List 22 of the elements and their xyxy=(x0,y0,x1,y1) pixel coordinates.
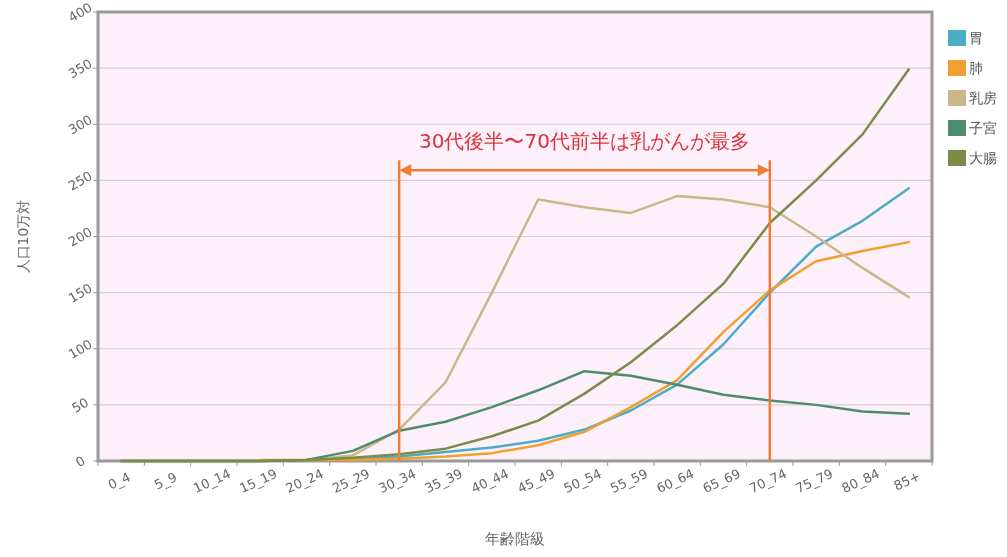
y-tick-label: 150 xyxy=(65,280,95,306)
x-tick-label: 5_9 xyxy=(151,469,180,493)
y-axis-title: 人口10万対 xyxy=(15,199,31,274)
y-tick-label: 300 xyxy=(65,111,95,138)
legend-label: 乳房 xyxy=(969,90,997,106)
x-tick-label: 40_44 xyxy=(468,465,512,497)
y-tick-label: 350 xyxy=(65,55,95,82)
x-tick-label: 0_4 xyxy=(105,469,133,493)
legend-label: 肺 xyxy=(969,60,983,76)
x-axis-title: 年齢階級 xyxy=(485,530,545,548)
y-tick-label: 400 xyxy=(65,0,95,26)
y-tick-label: 250 xyxy=(65,168,95,194)
x-tick-label: 85+ xyxy=(891,468,923,494)
x-tick-label: 45_49 xyxy=(515,465,558,497)
legend-label: 胃 xyxy=(969,30,983,46)
y-tick-label: 50 xyxy=(69,394,92,416)
y-tick-label: 200 xyxy=(65,224,95,250)
legend-label: 大腸 xyxy=(969,150,997,166)
legend-label: 子宮 xyxy=(969,120,997,136)
y-tick-label: 0 xyxy=(72,452,88,470)
annotation: 30代後半〜70代前半は乳がんが最多 xyxy=(419,129,750,154)
y-tick-label: 100 xyxy=(65,336,95,362)
